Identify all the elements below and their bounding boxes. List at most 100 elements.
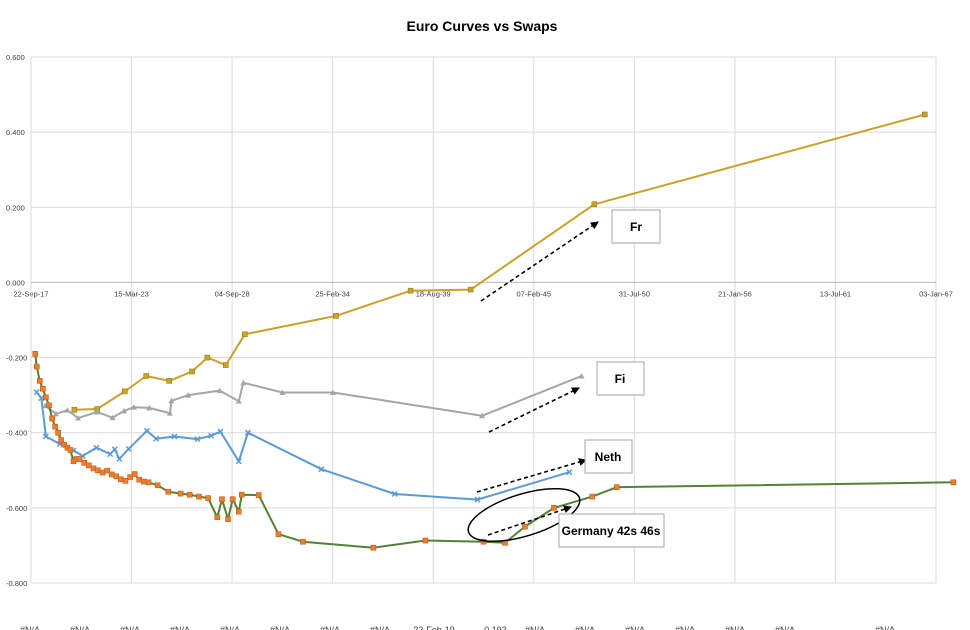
x-tick-label: 25-Feb-34 [315, 289, 350, 298]
data-point [194, 436, 201, 443]
data-point [166, 410, 173, 416]
data-point [130, 404, 137, 410]
data-point [208, 432, 215, 439]
x-tick-label: 21-Jan-56 [718, 289, 752, 298]
data-point [255, 492, 262, 498]
series-layer [32, 111, 957, 551]
bottom-cell-label: 22-Feb-19 [413, 625, 455, 630]
data-point [225, 516, 231, 522]
data-point [116, 455, 123, 463]
data-point [127, 474, 133, 480]
data-point [950, 479, 957, 486]
x-tick-label: 13-Jul-61 [820, 289, 851, 298]
germany-arrow [487, 505, 572, 536]
data-point [216, 387, 223, 394]
data-point [235, 458, 242, 465]
data-point [165, 488, 172, 495]
bottom-cell-label: #N/A [20, 625, 40, 630]
bottom-cell-label: #N/A [370, 625, 390, 630]
data-point [61, 441, 68, 448]
data-point [474, 496, 481, 503]
data-point [111, 446, 118, 453]
data-point [55, 429, 61, 436]
data-point [52, 410, 59, 417]
data-point [75, 415, 82, 421]
data-point [38, 395, 45, 402]
germany-ellipse [467, 487, 581, 543]
data-point [244, 429, 251, 436]
data-point [204, 354, 211, 361]
chart-title: Euro Curves vs Swaps [407, 18, 558, 34]
data-point [86, 462, 92, 469]
data-point [391, 490, 398, 497]
data-point [235, 398, 242, 404]
data-point [113, 473, 120, 480]
bottom-cell-label: #N/A [70, 625, 90, 630]
data-point [122, 388, 128, 395]
data-point [566, 469, 573, 476]
data-point [275, 531, 282, 537]
annotation-fi: Fi [596, 361, 645, 396]
data-point [143, 373, 150, 379]
data-point [94, 409, 101, 415]
data-point [109, 414, 116, 421]
axes: 0.600 0.400 0.200 0.000 -0.200 -0.400 -0.600 -0… [6, 53, 953, 588]
bottom-cell-label: #N/A [775, 625, 795, 630]
bottom-cell-label: #N/A [675, 625, 695, 630]
svg-text:Fr: Fr [630, 220, 642, 234]
data-point [40, 385, 46, 392]
data-point [81, 459, 87, 466]
data-point [238, 491, 245, 498]
bottom-cell-label: #N/A [575, 625, 595, 630]
x-tick-label: 03-Jan-67 [919, 289, 953, 298]
data-point [43, 394, 49, 401]
bottom-cell-label: #N/A [725, 625, 745, 630]
neth-arrow [476, 458, 587, 493]
data-point [46, 402, 52, 409]
data-point [141, 478, 147, 485]
fi-arrow [488, 387, 580, 433]
data-point [279, 389, 286, 396]
data-point [120, 407, 127, 414]
grid [30, 56, 937, 584]
bottom-cell-label: -0.193 [481, 625, 507, 630]
bottom-cell-label: #N/A [875, 625, 895, 630]
data-point [422, 537, 429, 544]
data-point [33, 389, 40, 396]
annotation-fr: Fr [611, 209, 661, 244]
data-point [154, 482, 161, 489]
bottom-cell-label: #N/A [120, 625, 140, 630]
data-point [143, 427, 150, 434]
series-fr [71, 111, 928, 413]
data-point [240, 379, 247, 386]
data-point [591, 201, 598, 208]
data-point [522, 523, 528, 530]
y-tick-label: -0.400 [6, 429, 27, 438]
data-point [613, 484, 620, 490]
data-point [189, 368, 195, 375]
data-point [33, 363, 40, 370]
data-point [217, 428, 224, 435]
bottom-cell-label: #N/A [625, 625, 645, 630]
y-tick-label: -0.600 [6, 504, 27, 513]
bottom-cell-label: #N/A [170, 625, 190, 630]
data-point [219, 496, 225, 503]
data-point [146, 404, 153, 411]
data-point [168, 397, 175, 404]
bottom-cell-label: #N/A [320, 625, 340, 630]
data-point [229, 496, 236, 503]
data-point [166, 378, 172, 384]
fr-arrow [480, 221, 599, 302]
data-point [242, 331, 248, 338]
data-point [467, 286, 474, 293]
data-point [318, 466, 325, 473]
data-point [95, 467, 101, 474]
data-point [153, 435, 160, 442]
data-point [36, 378, 43, 384]
data-point [551, 505, 557, 511]
data-point [370, 544, 377, 551]
data-point [407, 287, 414, 294]
y-tick-label: 0.600 [6, 53, 25, 62]
data-point [42, 433, 49, 440]
x-tick-label: 04-Sep-28 [215, 289, 250, 298]
